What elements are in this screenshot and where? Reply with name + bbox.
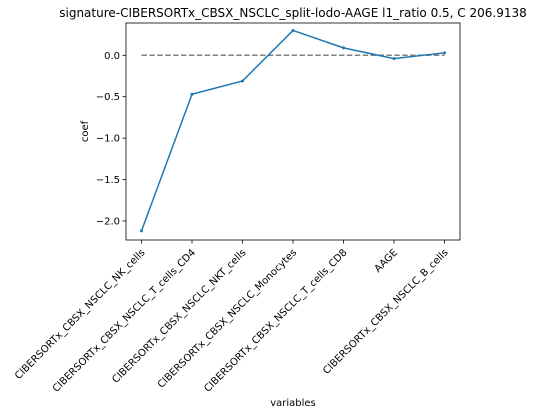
- y-tick-label: −2.0: [96, 216, 120, 227]
- y-tick-label: −0.5: [96, 92, 120, 103]
- x-tick-label: AAGE: [373, 247, 400, 274]
- data-points: [140, 28, 446, 233]
- data-point: [392, 57, 396, 61]
- chart-title: signature-CIBERSORTx_CBSX_NSCLC_split-lo…: [59, 6, 527, 20]
- y-axis-ticks: 0.0 −0.5 −1.0 −1.5 −2.0: [96, 51, 126, 227]
- data-point: [443, 51, 446, 55]
- data-point: [241, 79, 244, 83]
- data-point: [140, 229, 143, 233]
- y-tick-label: −1.5: [96, 175, 120, 186]
- x-axis-ticks: CIBERSORTx_CBSX_NSCLC_NK_cellsCIBERSORTx…: [13, 240, 451, 395]
- data-point: [342, 46, 345, 50]
- y-tick-label: −1.0: [96, 134, 120, 145]
- coef-series-line: [140, 29, 445, 232]
- data-point: [291, 28, 295, 32]
- y-tick-label: 0.0: [104, 51, 120, 62]
- data-point: [190, 92, 194, 96]
- x-axis-label: variables: [270, 398, 316, 409]
- y-axis-label: coef: [80, 120, 91, 142]
